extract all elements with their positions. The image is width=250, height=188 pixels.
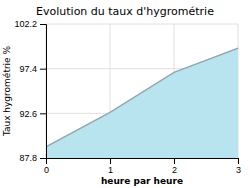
- axis-line: [47, 159, 239, 165]
- tick: 1: [108, 158, 113, 175]
- x-axis: 0 1 2 3: [44, 158, 241, 175]
- tick-label: 1: [108, 165, 113, 175]
- tick-label: 3: [236, 165, 241, 175]
- tick: 0: [44, 158, 49, 175]
- plot: 0 1 2 3 87.8 92.6 97.4 102.2: [14, 19, 241, 175]
- tick: 97.4: [19, 64, 46, 74]
- tick-mark: [40, 158, 46, 159]
- grid: [46, 24, 238, 158]
- tick-mark: [40, 69, 46, 70]
- title: Evolution du taux d'hygrométrie: [36, 5, 214, 18]
- tick-mark: [40, 24, 46, 25]
- tick: 87.8: [19, 153, 46, 163]
- line: [46, 48, 238, 147]
- tick: 102.2: [14, 19, 46, 29]
- area: [46, 48, 238, 158]
- tick-label: 92.6: [19, 109, 37, 119]
- chart: 0 1 2 3 87.8 92.6 97.4 102.2Evolution du taux d…: [0, 0, 250, 188]
- tick-label: 2: [172, 165, 177, 175]
- tick: 3: [236, 158, 241, 175]
- tick-mark: [110, 158, 111, 164]
- tick-mark: [174, 158, 175, 164]
- tick-label: 97.4: [19, 64, 37, 74]
- x-axis-title: heure par heure: [101, 176, 183, 186]
- y-axis: 87.8 92.6 97.4 102.2: [14, 19, 46, 163]
- tick-label: 87.8: [19, 153, 37, 163]
- tick-mark: [40, 113, 46, 114]
- tick-mark: [238, 158, 239, 164]
- grid-line: [46, 24, 238, 25]
- tick: 2: [172, 158, 177, 175]
- marks: [46, 48, 238, 158]
- tick: 92.6: [19, 109, 46, 119]
- axis-line: [40, 25, 47, 159]
- tick-label: 102.2: [14, 19, 37, 29]
- y-axis-title: Taux hygrométrie %: [2, 45, 12, 137]
- tick-label: 0: [44, 165, 49, 175]
